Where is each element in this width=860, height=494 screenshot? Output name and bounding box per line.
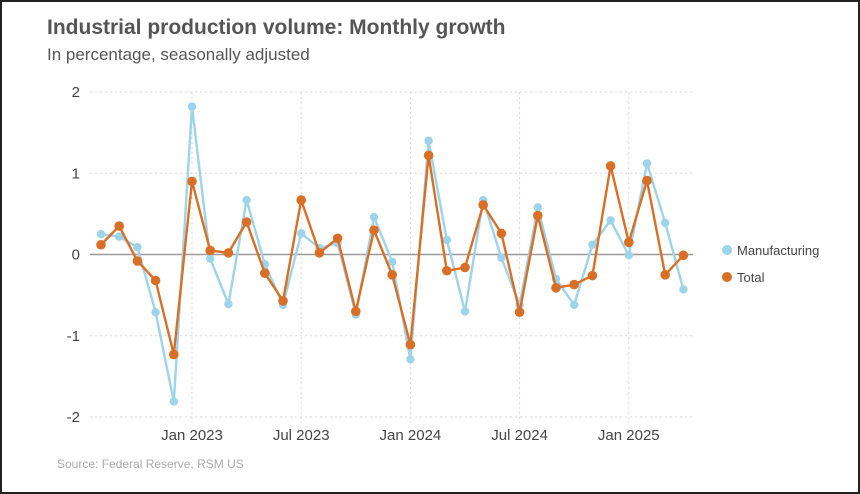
data-point-total	[169, 349, 179, 360]
y-tick-label: 1	[72, 165, 80, 182]
data-point-manufacturing	[460, 307, 470, 316]
data-point-total	[205, 245, 215, 256]
data-point-total	[423, 150, 434, 161]
data-point-manufacturing	[570, 300, 579, 310]
data-point-manufacturing	[169, 397, 178, 406]
x-tick-label: Jan 2025	[598, 427, 660, 444]
data-point-total	[132, 256, 143, 266]
legend-marker-manufacturing	[722, 245, 732, 255]
data-point-manufacturing	[187, 102, 197, 111]
legend: Manufacturing Total	[722, 243, 819, 285]
data-point-manufacturing	[96, 229, 106, 239]
data-point-total	[314, 248, 325, 258]
x-tick-label: Jul 2023	[273, 427, 330, 444]
data-point-manufacturing	[642, 159, 652, 168]
data-point-manufacturing	[388, 257, 397, 267]
data-point-total	[405, 339, 416, 350]
y-tick-label: -1	[67, 328, 80, 345]
legend-label-total: Total	[737, 270, 765, 285]
data-point-total	[660, 270, 670, 280]
data-point-total	[387, 270, 398, 280]
data-point-manufacturing	[242, 195, 251, 205]
legend-marker-total	[722, 272, 732, 282]
data-point-total	[241, 217, 252, 227]
chart-source: Source: Federal Reserve, RSM US	[57, 457, 244, 471]
data-point-total	[514, 307, 525, 317]
data-point-manufacturing	[442, 235, 451, 245]
series	[96, 102, 689, 406]
data-point-total	[96, 239, 106, 250]
data-point-total	[460, 262, 470, 273]
data-point-total	[478, 200, 489, 210]
data-point-manufacturing	[151, 307, 160, 317]
data-point-total	[496, 228, 507, 239]
axes: 2 1 0 -1 -2 Jan 2023 Jul 2023 Jan 2024 Jul 2024 J…	[67, 84, 660, 444]
x-tick-label: Jul 2024	[491, 427, 548, 444]
data-point-total	[533, 210, 543, 221]
data-point-manufacturing	[679, 285, 688, 294]
data-point-manufacturing	[588, 240, 597, 249]
data-point-total	[587, 270, 598, 281]
data-point-manufacturing	[133, 242, 142, 252]
data-point-manufacturing	[624, 251, 633, 260]
data-point-total	[678, 250, 689, 261]
data-point-total	[642, 175, 652, 186]
data-point-total	[369, 225, 379, 235]
data-point-manufacturing	[533, 203, 542, 212]
data-point-total	[442, 265, 452, 276]
data-point-total	[605, 161, 616, 171]
chart-title: Industrial production volume: Monthly gr…	[47, 16, 506, 39]
data-point-total	[351, 306, 361, 317]
data-point-total	[332, 233, 343, 244]
data-point-manufacturing	[115, 232, 124, 241]
data-point-manufacturing	[424, 136, 433, 145]
data-point-total	[260, 268, 270, 278]
data-point-manufacturing	[297, 229, 306, 238]
data-point-manufacturing	[661, 218, 670, 228]
data-point-manufacturing	[224, 299, 233, 309]
data-point-total	[551, 283, 561, 293]
data-point-manufacturing	[406, 355, 415, 364]
y-tick-label: -2	[67, 409, 80, 426]
data-point-total	[223, 248, 234, 258]
data-point-total	[114, 221, 124, 231]
x-tick-label: Jan 2023	[161, 427, 223, 444]
y-tick-label: 2	[72, 84, 80, 101]
data-point-total	[278, 296, 288, 306]
data-point-manufacturing	[606, 216, 615, 225]
data-point-manufacturing	[497, 253, 506, 262]
data-point-total	[187, 176, 197, 187]
data-point-total	[150, 275, 161, 286]
x-tick-label: Jan 2024	[380, 427, 442, 444]
data-point-manufacturing	[369, 212, 379, 222]
y-tick-label: 0	[72, 247, 80, 264]
data-point-total	[624, 237, 634, 248]
data-point-manufacturing	[206, 254, 215, 263]
chart-subtitle: In percentage, seasonally adjusted	[47, 45, 310, 64]
legend-label-manufacturing: Manufacturing	[737, 243, 819, 258]
data-point-total	[569, 279, 579, 290]
data-point-total	[296, 195, 307, 205]
